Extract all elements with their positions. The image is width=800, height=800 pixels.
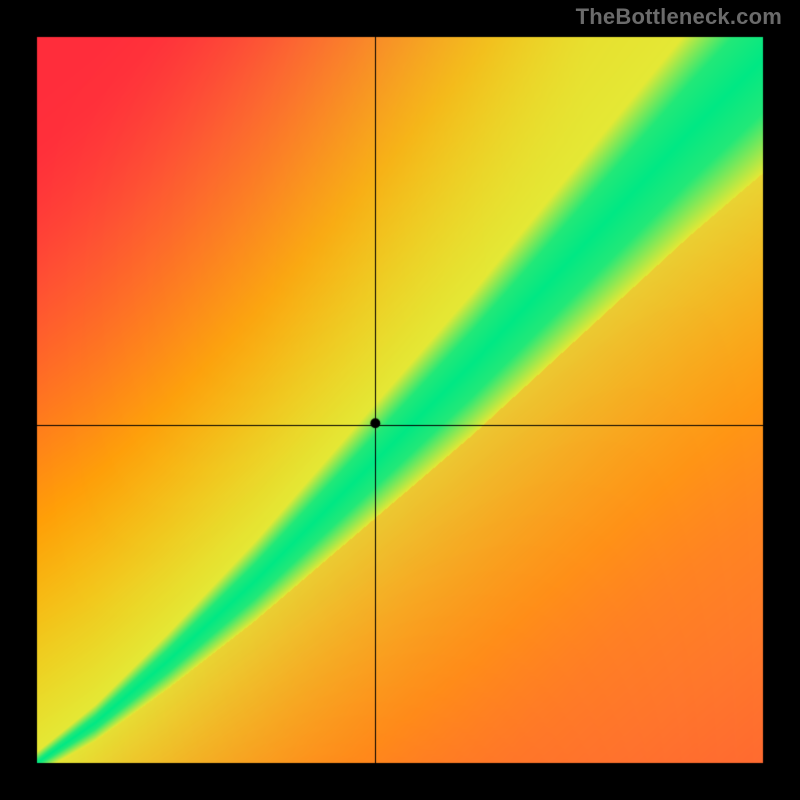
heatmap-canvas — [0, 0, 800, 800]
chart-root: TheBottleneck.com — [0, 0, 800, 800]
watermark-label: TheBottleneck.com — [576, 4, 782, 30]
plot-area — [0, 0, 800, 800]
